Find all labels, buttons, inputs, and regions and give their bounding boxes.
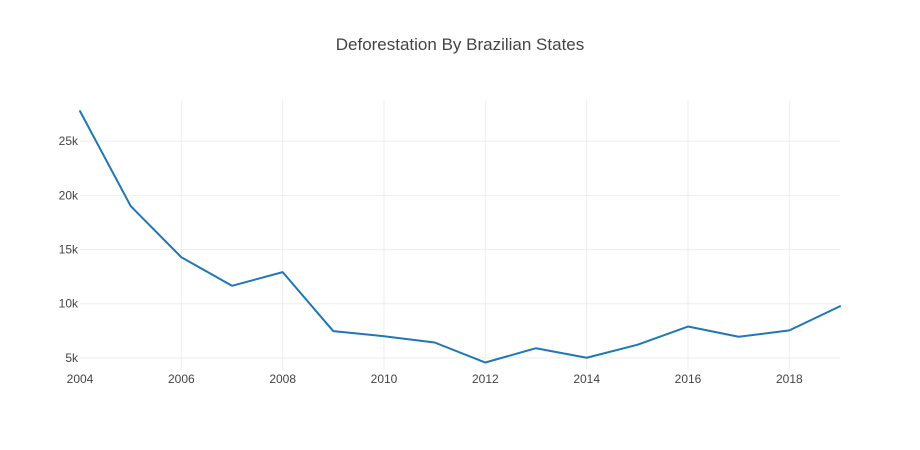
x-axis: 2004 2006 2008 2010 2012 2014 2016 2018 <box>67 372 803 386</box>
x-tick-label: 2004 <box>67 372 94 386</box>
x-tick-label: 2012 <box>472 372 499 386</box>
x-tick-label: 2006 <box>168 372 195 386</box>
x-tick-label: 2010 <box>371 372 398 386</box>
x-tick-label: 2018 <box>776 372 803 386</box>
y-tick-label: 20k <box>59 188 79 202</box>
series-layer <box>79 110 841 364</box>
y-axis: 5k 10k 15k 20k 25k <box>59 134 79 365</box>
y-tick-label: 5k <box>65 351 79 365</box>
grid <box>80 100 840 370</box>
y-tick-label: 10k <box>59 297 79 311</box>
y-tick-label: 15k <box>59 243 79 257</box>
y-tick-label: 25k <box>59 134 79 148</box>
x-tick-label: 2008 <box>269 372 296 386</box>
chart-title: Deforestation By Brazilian States <box>336 35 585 54</box>
x-tick-label: 2014 <box>573 372 600 386</box>
series-line <box>79 110 841 364</box>
x-tick-label: 2016 <box>675 372 702 386</box>
